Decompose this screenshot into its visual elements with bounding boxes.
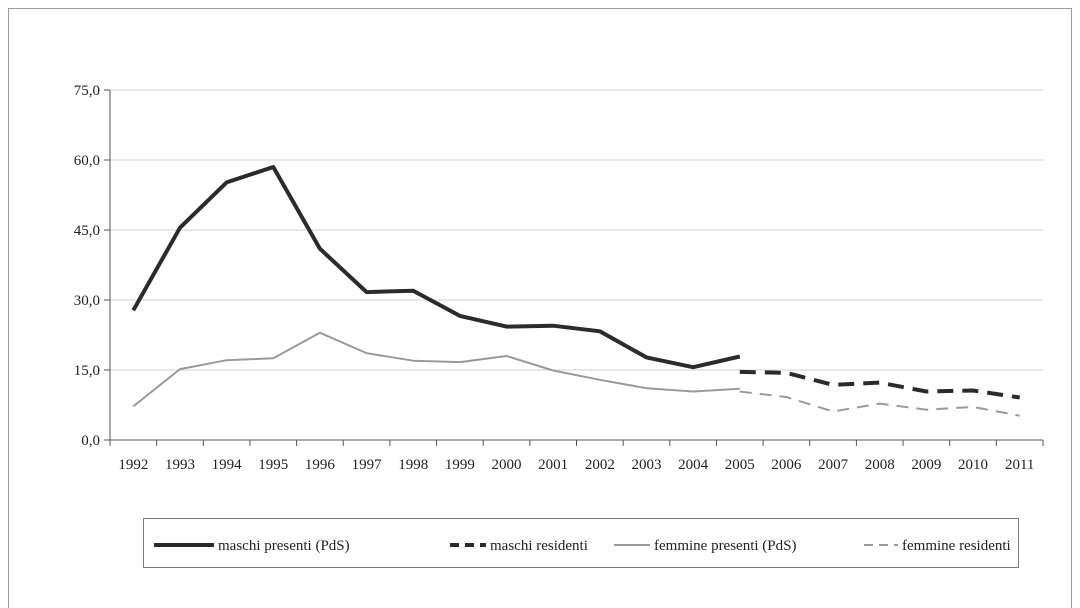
x-tick-label: 1995 — [258, 457, 288, 473]
x-axis-ticks: 1992 1993 1994 1995 1996 1997 1998 1999 2000 2001… — [109, 440, 1044, 473]
y-tick-label: 45,0 — [74, 223, 100, 239]
x-tick-label: 1992 — [118, 457, 148, 473]
y-tick-label: 15,0 — [74, 363, 100, 379]
legend-label: femmine residenti — [902, 538, 1011, 554]
legend-label: maschi presenti (PdS) — [218, 538, 350, 554]
legend-label: maschi residenti — [490, 538, 588, 554]
chart-frame — [8, 8, 1072, 608]
x-tick-label: 2002 — [585, 457, 615, 473]
x-tick-label: 1999 — [445, 457, 475, 473]
x-tick-label: 2001 — [538, 457, 568, 473]
x-tick-label: 1994 — [212, 457, 243, 473]
y-tick-label: 75,0 — [74, 83, 100, 99]
x-tick-label: 1993 — [165, 457, 195, 473]
gridlines — [110, 89, 1043, 371]
series-line-maschi-residenti — [739, 369, 1020, 400]
x-tick-label: 2008 — [865, 457, 895, 473]
x-tick-label: 2006 — [771, 457, 802, 473]
legend: maschi presenti (PdS) maschi residenti fem… — [143, 518, 1019, 568]
y-axis-ticks: 0,0 15,0 30,0 45,0 60,0 75,0 — [74, 83, 110, 449]
x-tick-label: 1997 — [352, 457, 383, 473]
x-tick-label: 2003 — [631, 457, 661, 473]
legend-items: maschi presenti (PdS) maschi residenti fem… — [154, 538, 1011, 554]
legend-label: femmine presenti (PdS) — [654, 538, 796, 554]
x-tick-label: 2005 — [725, 457, 755, 473]
y-tick-label: 60,0 — [74, 153, 100, 169]
x-tick-label: 2010 — [958, 457, 988, 473]
x-tick-label: 2009 — [911, 457, 941, 473]
x-tick-label: 2007 — [818, 457, 849, 473]
x-tick-label: 1996 — [305, 457, 336, 473]
series-line-femmine-presenti-pds — [132, 331, 740, 408]
x-tick-label: 1998 — [398, 457, 428, 473]
series-line-femmine-residenti — [739, 390, 1020, 417]
y-tick-label: 0,0 — [81, 433, 100, 449]
series-line-maschi-presenti-pds — [131, 165, 741, 370]
x-tick-label: 2000 — [492, 457, 522, 473]
series-lines — [131, 165, 1020, 417]
x-tick-label: 2004 — [678, 457, 709, 473]
y-tick-label: 30,0 — [74, 293, 100, 309]
x-tick-label: 2011 — [1005, 457, 1034, 473]
